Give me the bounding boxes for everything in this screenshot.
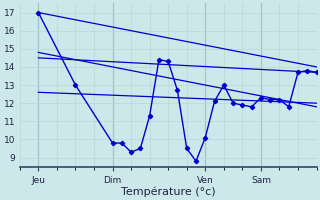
X-axis label: Température (°c): Température (°c)	[121, 186, 215, 197]
